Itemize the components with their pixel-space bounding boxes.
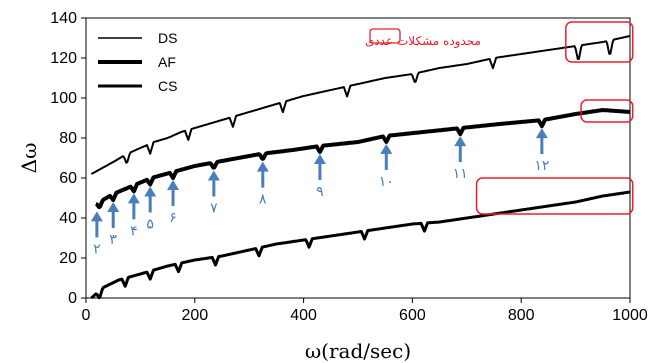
resonance-arrow-head	[90, 211, 103, 222]
x-axis-ticks: 0 200 400 600 800 1000	[82, 298, 648, 324]
resonance-order-label: ٧	[210, 201, 218, 217]
resonance-arrow-head	[107, 202, 120, 212]
numerical-issue-box	[565, 21, 634, 63]
legend-label-af: AF	[158, 54, 176, 70]
resonance-arrow-head	[127, 193, 140, 204]
series-line-af	[94, 108, 631, 210]
y-tick-label: 120	[50, 50, 77, 67]
annotation-label: محدوده مشکلات عددی	[365, 34, 481, 49]
y-tick-label: 80	[59, 130, 77, 147]
resonance-order-label: ۵	[146, 216, 154, 232]
annotation-key: محدوده مشکلات عددی	[365, 28, 481, 49]
x-tick-label: 400	[290, 307, 317, 324]
y-tick-label: 140	[50, 10, 77, 27]
resonance-order-label: ١٠	[379, 174, 394, 190]
y-tick-label: 0	[68, 290, 77, 307]
resonance-arrow-head	[167, 180, 180, 190]
resonance-order-label: ٨	[259, 192, 267, 208]
numerical-issue-box	[580, 99, 634, 123]
y-tick-label: 40	[59, 210, 77, 227]
resonance-order-label: ۴	[130, 223, 138, 239]
resonance-order-label: ۶	[169, 210, 177, 226]
x-tick-label: 0	[82, 307, 91, 324]
resonance-arrows: ٢٣۴ ۵ ۶ ٧ ٨ ٩ ١٠ ١١ ١٢	[90, 128, 549, 257]
series-line-ds	[90, 35, 631, 175]
resonance-order-label: ١٢	[534, 158, 549, 174]
resonance-order-label: ٣	[109, 232, 117, 248]
legend-label-ds: DS	[158, 30, 177, 46]
series-lines	[90, 35, 631, 300]
y-axis-ticks: 0 20 40 60 80 100 120 140	[50, 10, 86, 307]
plot-frame	[85, 17, 631, 299]
resonance-order-label: ٢	[93, 241, 101, 257]
resonance-arrow-head	[380, 143, 393, 154]
y-axis-title: Δω	[17, 143, 41, 174]
resonance-order-label: ١١	[453, 166, 468, 182]
resonance-arrow-head	[144, 186, 157, 197]
series-line-cs	[90, 190, 631, 300]
numerical-issue-box	[475, 177, 634, 215]
legend-label-cs: CS	[158, 78, 177, 94]
legend: DS AF CS	[98, 30, 177, 94]
resonance-arrow-head	[535, 128, 548, 139]
x-tick-label: 600	[399, 307, 426, 324]
resonance-arrow-head	[313, 154, 326, 164]
numerical-issue-boxes	[475, 21, 634, 215]
y-tick-label: 20	[59, 250, 77, 267]
x-axis-title: ω(rad/sec)	[305, 339, 411, 363]
y-tick-label: 60	[59, 170, 77, 187]
resonance-arrow-head	[256, 161, 269, 172]
x-tick-label: 1000	[612, 307, 648, 324]
resonance-arrow-head	[207, 170, 220, 181]
x-tick-label: 200	[181, 307, 208, 324]
annotation-key-box	[369, 28, 401, 44]
resonance-arrow-head	[454, 136, 467, 147]
y-tick-label: 100	[50, 90, 77, 107]
x-tick-label: 800	[508, 307, 535, 324]
resonance-order-label: ٩	[316, 184, 324, 200]
